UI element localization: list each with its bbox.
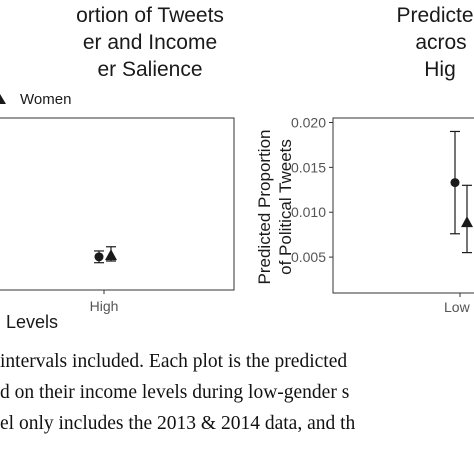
caption-line-3: el only includes the 2013 & 2014 data, a…	[0, 413, 356, 434]
right-y-tick-label-3: 0.020	[291, 114, 326, 130]
left-title-line-3: er Salience	[97, 58, 202, 81]
left-plot-marks	[94, 246, 117, 264]
caption-line-1: intervals included. Each plot is the pre…	[0, 351, 348, 372]
left-plot-frame	[0, 117, 235, 291]
left-point-triangle-1	[105, 249, 117, 261]
right-y-ticks: 0.005 0.010 0.015 0.020	[291, 114, 333, 265]
left-legend: Women	[0, 91, 71, 108]
legend-triangle-marker	[0, 94, 6, 104]
right-y-tick-label-0: 0.005	[291, 249, 326, 265]
right-y-tick-label-1: 0.010	[291, 204, 326, 220]
left-x-axis-label: Levels	[6, 312, 58, 332]
right-title-line-3: Hig	[424, 58, 456, 81]
right-plot-marks	[450, 130, 473, 254]
right-point-triangle-1	[461, 216, 473, 228]
left-x-tick-label-high: High	[90, 298, 119, 314]
left-title-line-1: ortion of Tweets	[76, 4, 224, 27]
caption-line-2: d on their income levels during low-gend…	[0, 382, 350, 403]
right-y-axis-label-line-2: of Political Tweets	[276, 139, 295, 275]
right-point-circle-0	[450, 178, 460, 188]
legend-label-women: Women	[20, 91, 71, 108]
right-title-line-1: Predicte	[396, 4, 473, 27]
right-x-tick-label-low: Low	[444, 299, 471, 315]
right-title-line-2: acros	[415, 31, 466, 54]
left-title-line-2: er and Income	[83, 31, 217, 54]
right-plot-frame	[332, 117, 474, 294]
right-y-tick-label-2: 0.015	[291, 159, 326, 175]
left-point-circle-0	[94, 252, 104, 262]
right-y-axis-label-line-1: Predicted Proportion	[255, 130, 274, 285]
